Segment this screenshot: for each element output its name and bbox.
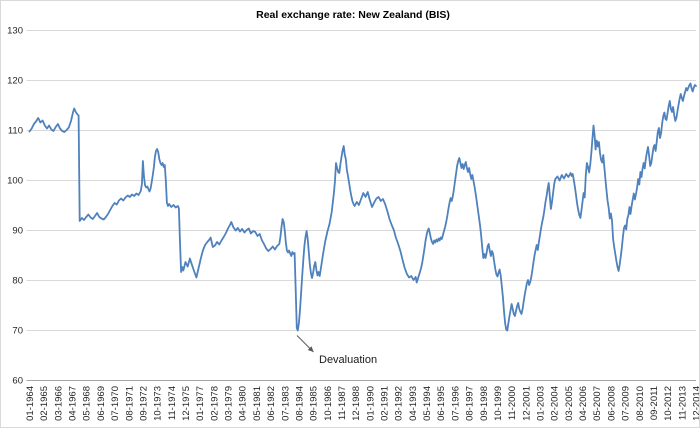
x-tick-label: 09-1972: [138, 386, 149, 421]
x-tick-label: 12-1975: [181, 386, 192, 421]
annotation-label: Devaluation: [319, 354, 377, 366]
x-tick-label: 08-1997: [465, 386, 476, 421]
x-tick-label: 10-1973: [153, 386, 164, 421]
x-tick-label: 08-2010: [635, 386, 646, 421]
x-tick-label: 11-2013: [677, 386, 688, 420]
x-tick-label: 07-1983: [280, 386, 291, 421]
x-tick-label: 10-1999: [493, 386, 504, 421]
x-tick-label: 03-1992: [394, 386, 405, 421]
x-axis-tick-labels: 01-1964 02-1965 03-1966 04-1967 05-1968 06-19…: [25, 386, 700, 421]
x-tick-label: 04-2006: [578, 386, 589, 421]
x-tick-label: 05-1981: [252, 386, 263, 421]
x-tick-label: 01-1964: [25, 386, 36, 421]
series-line-new-zealand: [28, 82, 697, 332]
x-tick-label: 07-2009: [621, 386, 632, 421]
x-tick-label: 06-2008: [606, 386, 617, 421]
y-tick-label: 130: [7, 26, 23, 37]
x-tick-label: 01-2003: [536, 386, 547, 421]
x-tick-label: 12-1988: [351, 386, 362, 421]
x-tick-label: 09-1998: [479, 386, 490, 421]
x-tick-label: 02-1991: [380, 386, 391, 421]
x-tick-label: 12-2014: [692, 386, 700, 421]
x-tick-label: 08-1971: [124, 386, 135, 421]
x-tick-label: 07-1970: [110, 386, 121, 421]
y-tick-label: 60: [12, 376, 23, 387]
x-tick-label: 02-1965: [39, 386, 50, 421]
x-tick-label: 09-2011: [649, 386, 660, 420]
x-tick-label: 03-1979: [224, 386, 235, 421]
y-tick-label: 70: [12, 326, 23, 337]
x-tick-label: 05-1994: [422, 386, 433, 421]
x-tick-label: 11-1987: [337, 386, 348, 420]
x-tick-label: 05-1968: [82, 386, 93, 421]
y-tick-label: 110: [8, 126, 23, 137]
x-tick-label: 06-1995: [436, 386, 447, 421]
y-tick-label: 100: [7, 176, 23, 187]
x-tick-label: 10-2012: [663, 386, 674, 421]
x-tick-label: 04-1980: [238, 386, 249, 421]
chart-title: Real exchange rate: New Zealand (BIS): [256, 9, 450, 21]
x-tick-label: 03-1966: [53, 386, 64, 421]
annotation-arrow: [296, 335, 314, 353]
y-tick-label: 120: [7, 76, 23, 87]
gridline-layer: [26, 30, 696, 381]
y-tick-label: 90: [12, 226, 23, 237]
series-layer: [28, 82, 697, 332]
x-tick-label: 03-2005: [564, 386, 575, 421]
x-tick-label: 02-2004: [550, 386, 561, 421]
x-tick-label: 01-1990: [365, 386, 376, 421]
x-tick-label: 11-1974: [167, 386, 178, 420]
x-tick-label: 06-1969: [96, 386, 107, 421]
x-tick-label: 07-1996: [450, 386, 461, 421]
x-tick-label: 02-1978: [209, 386, 220, 421]
x-tick-label: 04-1993: [408, 386, 419, 421]
x-tick-label: 06-1982: [266, 386, 277, 421]
x-tick-label: 01-1977: [195, 386, 206, 421]
x-tick-label: 05-2007: [592, 386, 603, 421]
x-tick-label: 09-1985: [309, 386, 320, 421]
x-tick-label: 08-1984: [294, 386, 305, 421]
y-axis-tick-labels: 60 70 80 90 100 110 120 130: [7, 26, 23, 387]
x-tick-label: 04-1967: [68, 386, 79, 421]
x-tick-label: 12-2001: [521, 386, 532, 421]
x-tick-label: 10-1986: [323, 386, 334, 421]
x-tick-label: 11-2000: [507, 386, 518, 420]
y-tick-label: 80: [12, 276, 23, 287]
